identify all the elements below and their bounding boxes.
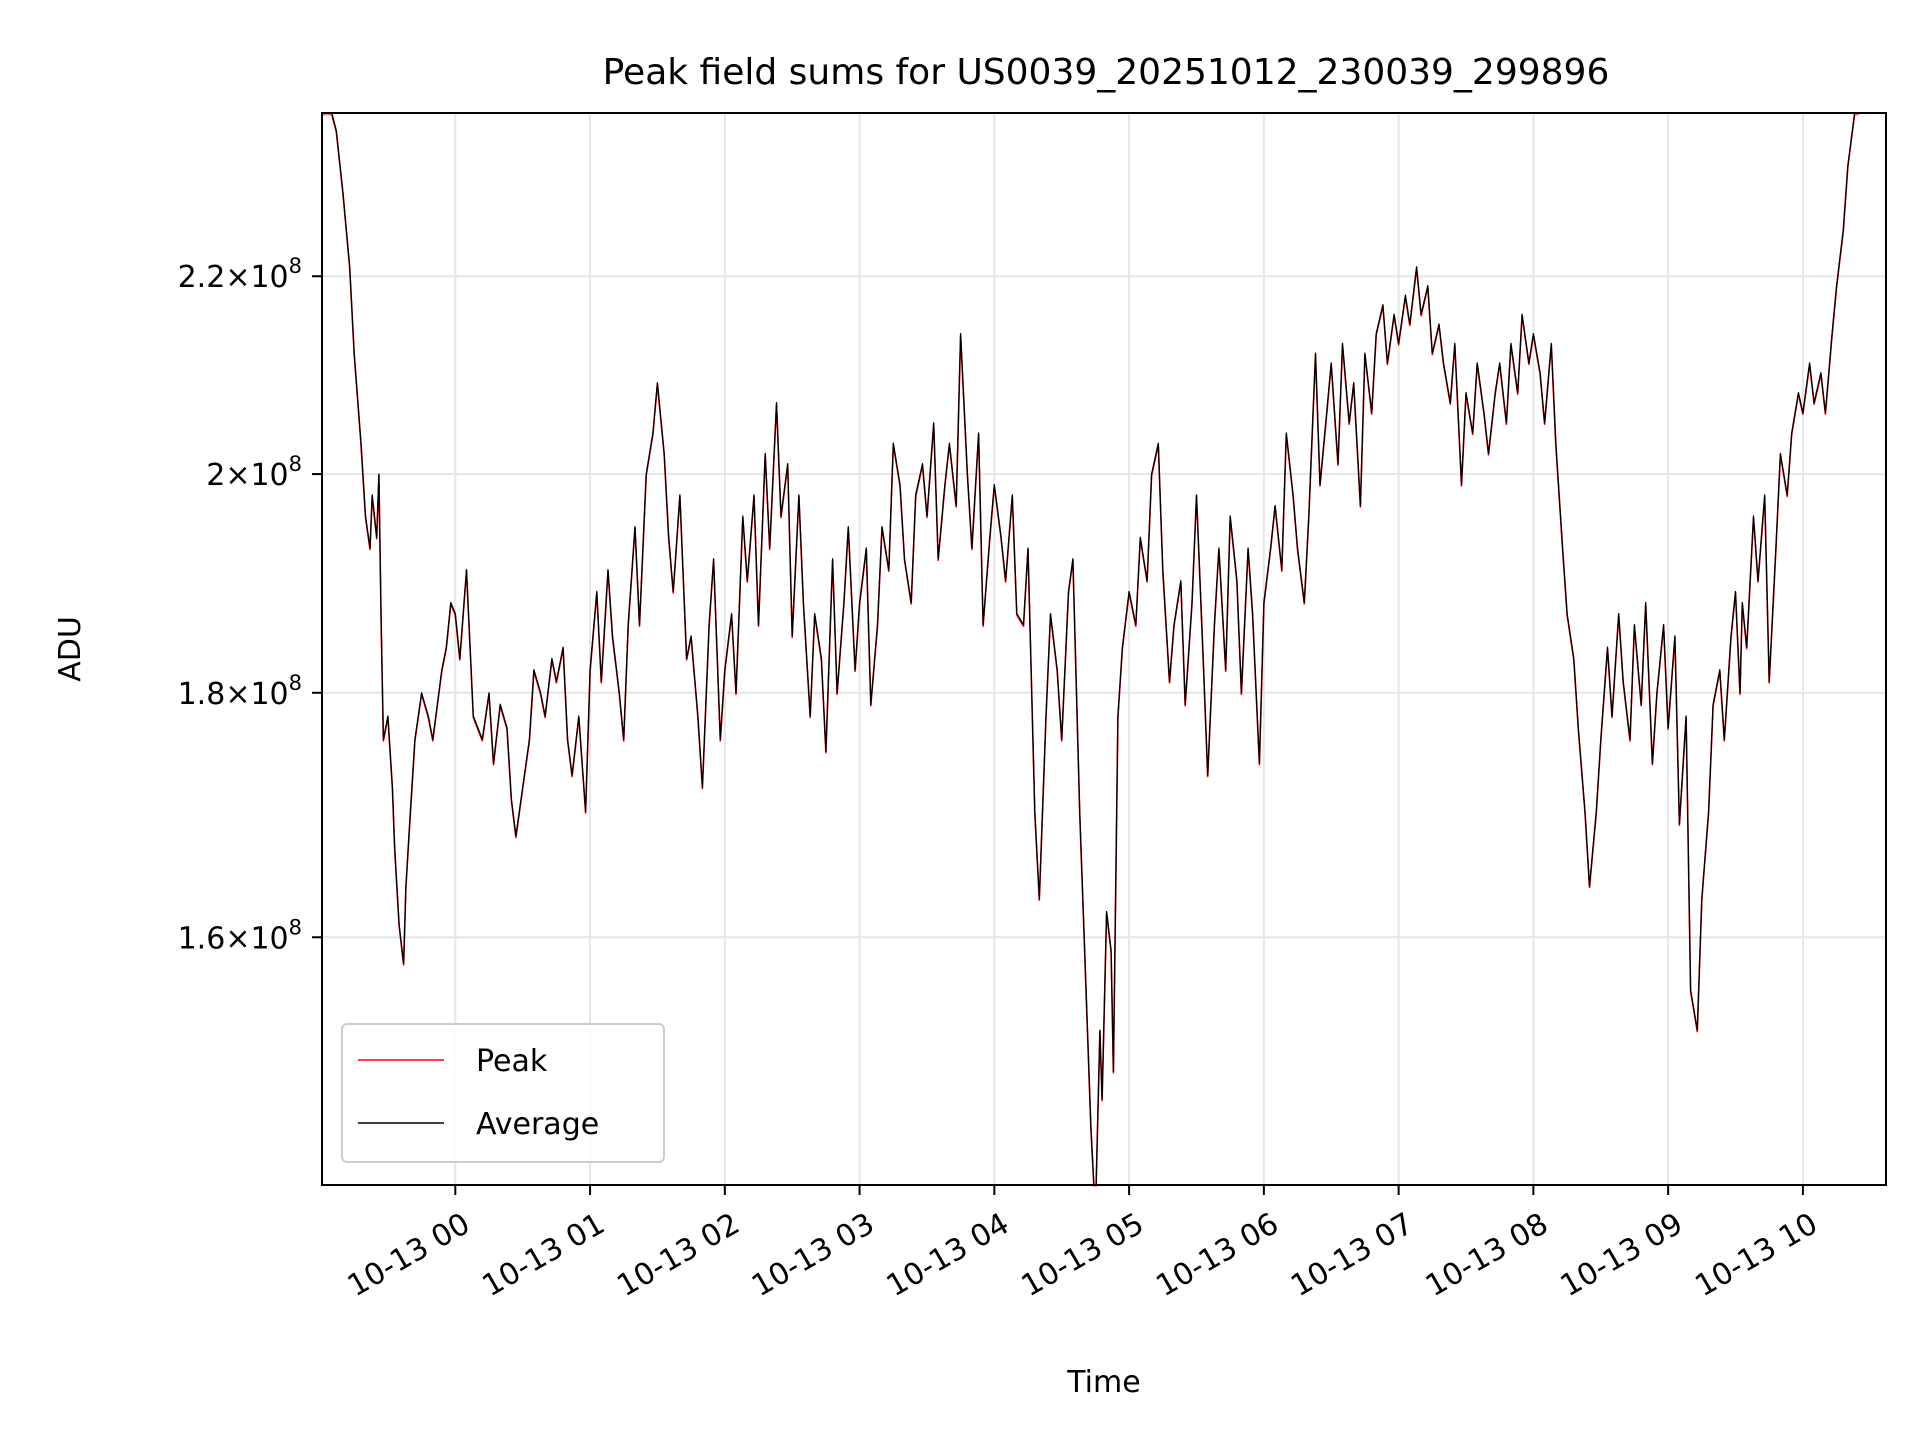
- y-axis-label: ADU: [53, 616, 88, 682]
- legend-label-average: Average: [476, 1107, 599, 1142]
- y-tick-exponent: 8: [289, 254, 302, 278]
- legend: Peak Average: [341, 1023, 665, 1163]
- chart-title: Peak field sums for US0039_20251012_2300…: [603, 52, 1610, 93]
- y-tick-label: 2.2×108: [178, 254, 302, 295]
- y-tick-mantissa: 1.8: [178, 677, 226, 712]
- y-tick-times: ×10: [225, 458, 288, 493]
- y-tick-exponent: 8: [289, 915, 302, 939]
- y-tick-times: ×10: [225, 677, 288, 712]
- legend-box: [341, 1023, 665, 1163]
- x-axis-label: Time: [1066, 1365, 1140, 1400]
- y-tick-times: ×10: [225, 921, 288, 956]
- y-tick-label: 2×108: [206, 452, 302, 493]
- series-lines: [322, 113, 1859, 1187]
- grid-lines: [322, 113, 1886, 1185]
- y-tick-mantissa: 2.2: [178, 260, 226, 295]
- y-tick-exponent: 8: [289, 671, 302, 695]
- y-tick-times: ×10: [225, 260, 288, 295]
- y-tick-exponent: 8: [289, 452, 302, 476]
- y-tick-label: 1.6×108: [178, 915, 302, 956]
- y-tick-label: 1.8×108: [178, 671, 302, 712]
- legend-label-peak: Peak: [476, 1044, 548, 1079]
- y-tick-mantissa: 1.6: [178, 921, 226, 956]
- y-tick-mantissa: 2: [206, 458, 225, 493]
- series-group-average: [322, 113, 1859, 1185]
- series-line-average: [322, 113, 1859, 1185]
- plot-area-frame: [321, 112, 1887, 1186]
